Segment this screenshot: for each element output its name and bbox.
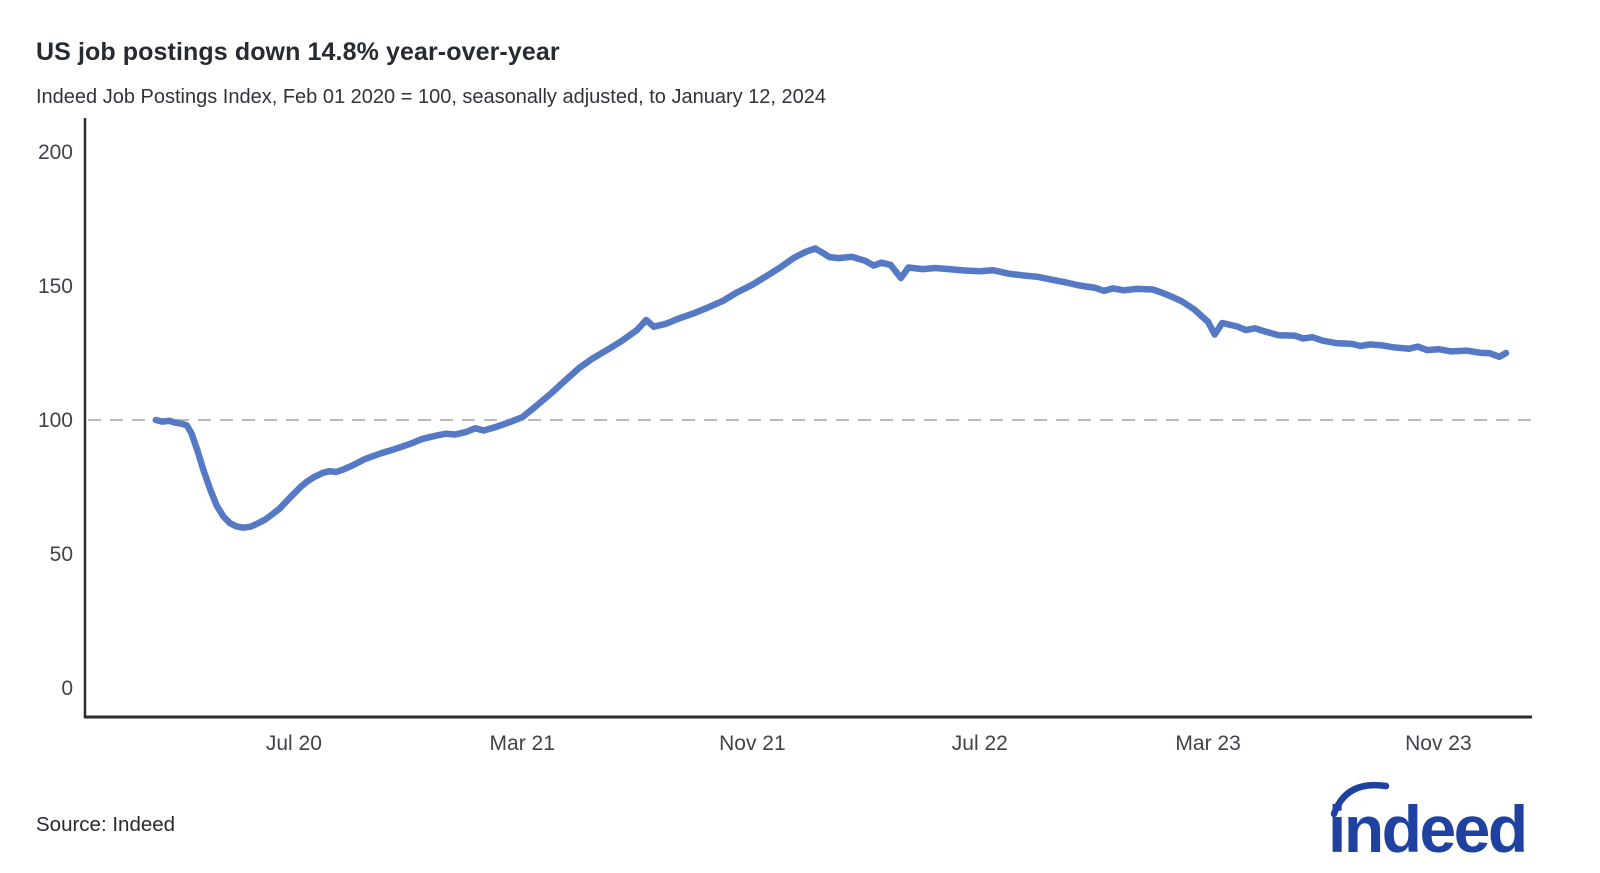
y-tick-label: 0 [61,677,73,700]
x-tick-label: Mar 23 [1175,732,1240,755]
y-tick-label: 50 [50,543,73,566]
chart-subtitle: Indeed Job Postings Index, Feb 01 2020 =… [36,86,827,108]
logo-swoosh-icon [1330,781,1390,818]
x-tick-label: Jul 20 [266,732,322,755]
x-tick-label: Nov 23 [1405,732,1472,755]
x-tick-label: Jul 22 [952,732,1008,755]
logo-wordmark: indeed [1328,792,1526,863]
source-note: Source: Indeed [36,813,176,836]
x-tick-label: Mar 21 [490,732,555,755]
indeed-logo: indeed [1328,781,1528,863]
chart-title: US job postings down 14.8% year-over-yea… [36,38,560,66]
x-tick-label: Nov 21 [719,732,786,755]
y-tick-label: 200 [38,141,73,164]
y-tick-label: 150 [38,275,73,298]
series-line [152,245,1510,531]
y-tick-label: 100 [38,409,73,432]
